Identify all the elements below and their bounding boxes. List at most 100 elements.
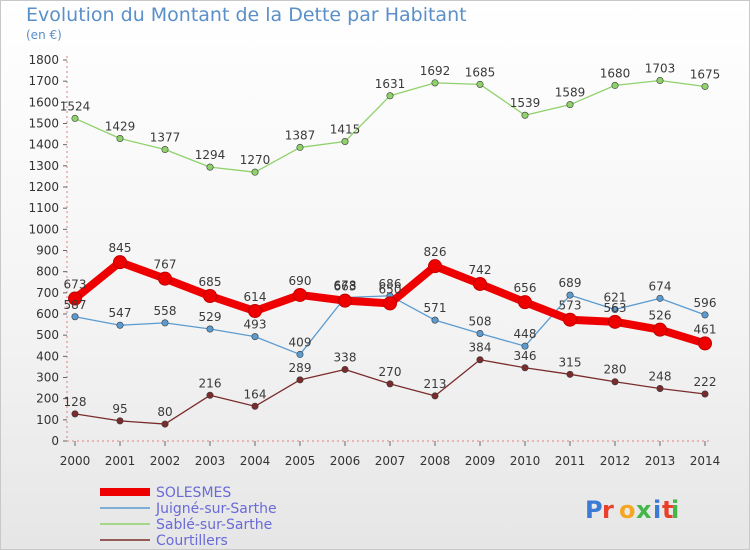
data-point [206, 391, 214, 399]
data-point [608, 314, 622, 329]
data-label: 529 [199, 310, 222, 324]
data-point [383, 296, 397, 311]
y-tick-label: 600 [36, 307, 59, 321]
data-label: 346 [514, 349, 537, 363]
data-point [428, 259, 442, 274]
y-tick-label: 1100 [28, 201, 59, 215]
y-tick-label: 1000 [28, 222, 59, 236]
y-tick-label: 100 [36, 413, 59, 427]
y-tick-label: 400 [36, 349, 59, 363]
data-label: 248 [649, 370, 672, 384]
logo-letter: o [619, 496, 636, 524]
x-tick-label: 2007 [375, 454, 406, 468]
y-tick-label: 1800 [28, 53, 59, 67]
chart-subtitle: (en €) [26, 28, 62, 42]
data-point [521, 364, 529, 372]
data-label: 448 [514, 327, 537, 341]
y-tick-label: 1300 [28, 159, 59, 173]
y-tick-label: 200 [36, 392, 59, 406]
y-tick-label: 800 [36, 265, 59, 279]
data-point [158, 271, 172, 286]
data-label: 461 [694, 322, 717, 336]
data-point [431, 79, 439, 87]
data-label: 1429 [105, 120, 136, 134]
legend: SOLESMESJuigné-sur-SartheSablé-sur-Sarth… [100, 485, 277, 549]
logo-letter: P [585, 496, 603, 524]
data-point [296, 143, 304, 151]
data-label: 1680 [600, 66, 631, 80]
x-tick-label: 2011 [555, 454, 586, 468]
data-label: 1539 [510, 96, 541, 110]
data-label: 742 [469, 263, 492, 277]
data-point [521, 111, 529, 119]
data-label: 690 [289, 274, 312, 288]
data-label: 1685 [465, 65, 496, 79]
data-point [701, 311, 709, 319]
x-tick-label: 2000 [60, 454, 91, 468]
data-point [71, 114, 79, 122]
chart-title: Evolution du Montant de la Dette par Hab… [26, 4, 467, 26]
data-label: 686 [379, 277, 402, 291]
data-label: 621 [604, 291, 627, 305]
data-point [701, 82, 709, 90]
data-label: 315 [559, 355, 582, 369]
data-label: 678 [334, 278, 357, 292]
x-tick-label: 2013 [645, 454, 676, 468]
data-point [251, 402, 259, 410]
series-layer [68, 77, 712, 428]
series-solesmes [68, 255, 712, 351]
data-point [341, 137, 349, 145]
data-point [476, 356, 484, 364]
data-point [386, 92, 394, 100]
data-label: 1377 [150, 131, 181, 145]
y-tick-label: 1400 [28, 138, 59, 152]
y-tick-label: 500 [36, 328, 59, 342]
data-label: 767 [154, 258, 177, 272]
data-label: 587 [64, 298, 87, 312]
x-tick-label: 2001 [105, 454, 136, 468]
data-label: 573 [559, 299, 582, 313]
data-point [248, 304, 262, 319]
x-tick-label: 2003 [195, 454, 226, 468]
data-label: 689 [559, 276, 582, 290]
data-labels-layer: 128 95 80 216 164 289 338 270 213 384 346 315 280 248… [60, 62, 721, 420]
data-label: 558 [154, 304, 177, 318]
legend-label: Juigné-sur-Sarthe [155, 501, 277, 517]
data-label: 1675 [690, 67, 721, 81]
legend-label: SOLESMES [156, 485, 231, 501]
data-label: 1703 [645, 62, 676, 76]
data-label: 650 [379, 282, 402, 296]
data-point [71, 313, 79, 321]
series-juign-sur-sarthe [71, 291, 709, 358]
data-point [476, 329, 484, 337]
y-tick-label: 700 [36, 286, 59, 300]
data-label: 1294 [195, 148, 226, 162]
data-label: 614 [244, 290, 267, 304]
data-point [566, 101, 574, 109]
data-point [296, 350, 304, 358]
data-point [341, 365, 349, 373]
data-label: 508 [469, 314, 492, 328]
data-point [338, 293, 352, 308]
data-label: 164 [244, 387, 267, 401]
data-point [611, 81, 619, 89]
data-point [161, 319, 169, 327]
data-label: 216 [199, 376, 222, 390]
data-point [113, 255, 127, 270]
data-point [611, 306, 619, 314]
data-point [611, 378, 619, 386]
data-label: 526 [649, 309, 672, 323]
axes: 0 100 200 300 400 500 600 700 800 900 1000 1100 1200… [28, 53, 720, 468]
data-point [656, 77, 664, 85]
data-label: 1631 [375, 77, 406, 91]
logo-letter: x [636, 496, 652, 524]
data-point [293, 287, 307, 302]
x-tick-label: 2004 [240, 454, 271, 468]
data-label: 674 [649, 279, 672, 293]
data-label: 222 [694, 375, 717, 389]
logo-letter: i [653, 496, 661, 524]
y-tick-label: 300 [36, 371, 59, 385]
x-tick-label: 2008 [420, 454, 451, 468]
data-label: 338 [334, 350, 357, 364]
